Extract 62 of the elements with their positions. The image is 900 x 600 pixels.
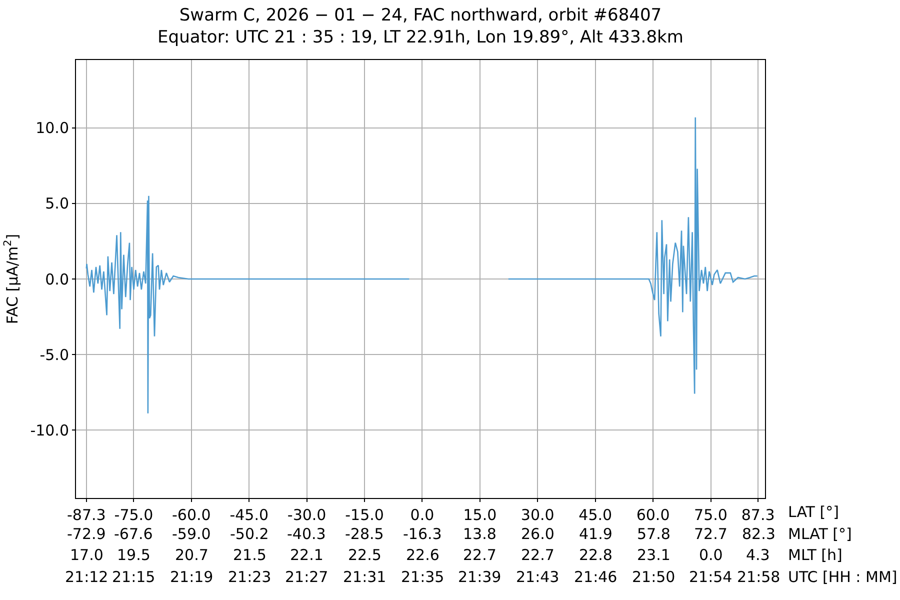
text: 19.5 [117,546,150,564]
text: 21:31 [343,568,386,586]
text: 22.8 [579,546,612,564]
y-tick-label: 10.0 [36,119,69,138]
y-tick-label: 0.0 [45,270,69,288]
text: 22.6 [406,546,440,564]
x-tick-label: -75.0 [114,506,154,524]
text: 23.1 [637,546,670,564]
text: MLT [h] [788,546,842,564]
x-tick-label: -45.0 [230,506,269,524]
x-tick-label: 75.0 [694,506,728,524]
x-tick-label: -60.0 [172,506,211,524]
x-tick-label: -87.3 [66,506,106,524]
text: 21:58 [737,568,780,586]
text: 13.8 [463,525,496,543]
text: -72.9 [67,525,106,543]
x-tick-label: 60.0 [636,506,670,524]
text: 17.0 [70,546,104,564]
y-tick-label: -10.0 [30,421,69,440]
text: 21:23 [228,568,272,586]
text: -59.0 [172,525,211,543]
text: -16.3 [403,525,442,543]
x-tick-label: 87.3 [741,506,775,524]
text: UTC [HH : MM] [788,568,898,586]
y-tick-label: 5.0 [45,194,69,213]
text: 57.8 [637,525,670,543]
text: 21:54 [689,568,732,586]
text: 20.7 [175,546,208,564]
text: 21:46 [574,568,618,586]
text: 21:35 [401,568,444,586]
text: 21:27 [285,568,328,586]
text: 0.0 [699,546,723,564]
text: 22.5 [348,546,382,564]
x-tick-label: -30.0 [287,506,326,524]
x-tick-label: -15.0 [345,506,384,524]
text: -67.6 [114,525,153,543]
text: 21.5 [233,546,266,564]
text: 21:19 [170,568,214,586]
text: 21:12 [65,568,108,586]
text: 22.7 [521,546,554,564]
text: -40.3 [287,525,326,543]
text: 21:43 [516,568,560,586]
text: 26.0 [521,525,554,543]
x-tick-label: 45.0 [578,506,612,524]
y-tick-label: -5.0 [40,346,69,364]
text: 21:50 [632,568,676,586]
text: -50.2 [230,525,269,543]
text: 21:39 [458,568,502,586]
text: 72.7 [694,525,728,543]
text: -28.5 [345,525,384,543]
x-tick-label: 15.0 [463,506,497,524]
text: 21:15 [112,568,156,586]
x-tick-label: 30.0 [520,506,554,524]
text: MLAT [°] [788,525,852,543]
text: 4.3 [746,546,770,564]
text: 22.7 [463,546,496,564]
text: 82.3 [742,525,776,543]
chart-title: Swarm C, 2026 − 01 − 24, FAC northward, orbit #68407 Equator: UTC 21 : 35 : 19, LT 22.91h, Lon 19.89°, Alt 433.8km [158,5,684,48]
text: 22.1 [290,546,324,564]
x-tick-label: 0.0 [410,506,434,524]
text: LAT [°] [788,503,839,521]
text: 41.9 [579,525,612,543]
